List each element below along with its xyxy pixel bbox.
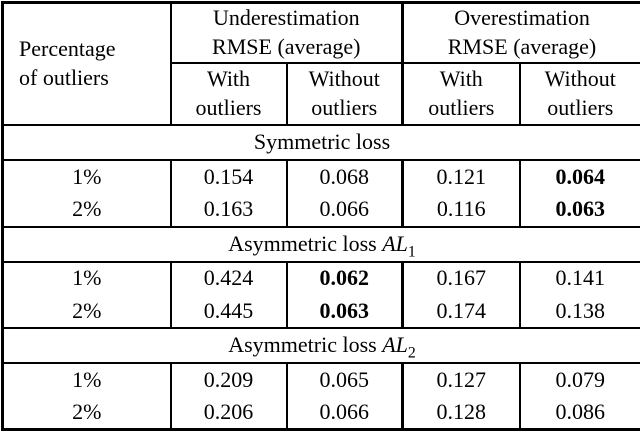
row-label: 1% [3,160,171,193]
asymmetric2-row-1pct: 1% 0.209 0.065 0.127 0.079 [3,363,640,396]
section-header-asymmetric-loss-1: Asymmetric loss AL1 [3,227,640,262]
with-label: With [440,66,483,91]
value-cell: 0.063 [520,193,640,226]
value-cell: 0.209 [171,363,287,396]
value-cell: 0.063 [287,295,403,328]
underestimation-group-header: Underestimation RMSE (average) [171,3,403,63]
section-title-math: AL [382,332,408,357]
section-title-text: Symmetric loss [254,129,390,154]
percentage-header-line1: Percentage [19,36,116,61]
value-cell: 0.128 [403,396,520,429]
group-header-row: Percentage of outliers Underestimation R… [3,3,640,63]
section-title-math: AL [382,231,408,256]
section-title-text: Asymmetric loss [228,231,377,256]
value-cell: 0.062 [287,262,403,295]
under-with-outliers-header: With outliers [171,63,287,125]
value-cell: 0.141 [520,262,640,295]
outliers-label: outliers [428,95,494,120]
section-title-subscript: 2 [408,345,416,362]
section-header-symmetric-loss: Symmetric loss [3,125,640,160]
overestimation-header-line2: RMSE (average) [448,34,596,59]
over-without-outliers-header: Without outliers [520,63,640,125]
asymmetric1-row-1pct: 1% 0.424 0.062 0.167 0.141 [3,262,640,295]
value-cell: 0.121 [403,160,520,193]
value-cell: 0.206 [171,396,287,429]
symmetric-row-1pct: 1% 0.154 0.068 0.121 0.064 [3,160,640,193]
with-label: With [207,66,250,91]
overestimation-header-line1: Overestimation [454,5,590,30]
row-label: 2% [3,295,171,328]
outliers-label: outliers [196,95,262,120]
value-cell: 0.086 [520,396,640,429]
row-label: 2% [3,396,171,429]
value-cell: 0.127 [403,363,520,396]
underestimation-header-line2: RMSE (average) [212,34,360,59]
value-cell: 0.424 [171,262,287,295]
row-label: 1% [3,262,171,295]
value-cell: 0.167 [403,262,520,295]
value-cell: 0.163 [171,193,287,226]
section-title-subscript: 1 [408,243,416,260]
section-title: Asymmetric loss AL2 [3,328,640,363]
value-cell: 0.065 [287,363,403,396]
under-without-outliers-header: Without outliers [287,63,403,125]
value-cell: 0.064 [520,160,640,193]
value-cell: 0.079 [520,363,640,396]
without-label: Without [309,66,380,91]
row-label: 1% [3,363,171,396]
overestimation-group-header: Overestimation RMSE (average) [403,3,640,63]
symmetric-row-2pct: 2% 0.163 0.066 0.116 0.063 [3,193,640,226]
percentage-header-line2: of outliers [19,65,109,90]
asymmetric1-row-2pct: 2% 0.445 0.063 0.174 0.138 [3,295,640,328]
row-label: 2% [3,193,171,226]
over-with-outliers-header: With outliers [403,63,520,125]
section-title: Symmetric loss [3,125,640,160]
value-cell: 0.445 [171,295,287,328]
outliers-label: outliers [547,95,613,120]
value-cell: 0.138 [520,295,640,328]
outliers-label: outliers [311,95,377,120]
section-title: Asymmetric loss AL1 [3,227,640,262]
value-cell: 0.068 [287,160,403,193]
value-cell: 0.066 [287,396,403,429]
underestimation-header-line1: Underestimation [213,5,360,30]
asymmetric2-row-2pct: 2% 0.206 0.066 0.128 0.086 [3,396,640,429]
section-header-asymmetric-loss-2: Asymmetric loss AL2 [3,328,640,363]
section-title-text: Asymmetric loss [228,332,377,357]
value-cell: 0.066 [287,193,403,226]
value-cell: 0.116 [403,193,520,226]
value-cell: 0.174 [403,295,520,328]
percentage-of-outliers-header: Percentage of outliers [3,3,171,126]
value-cell: 0.154 [171,160,287,193]
without-label: Without [545,66,616,91]
